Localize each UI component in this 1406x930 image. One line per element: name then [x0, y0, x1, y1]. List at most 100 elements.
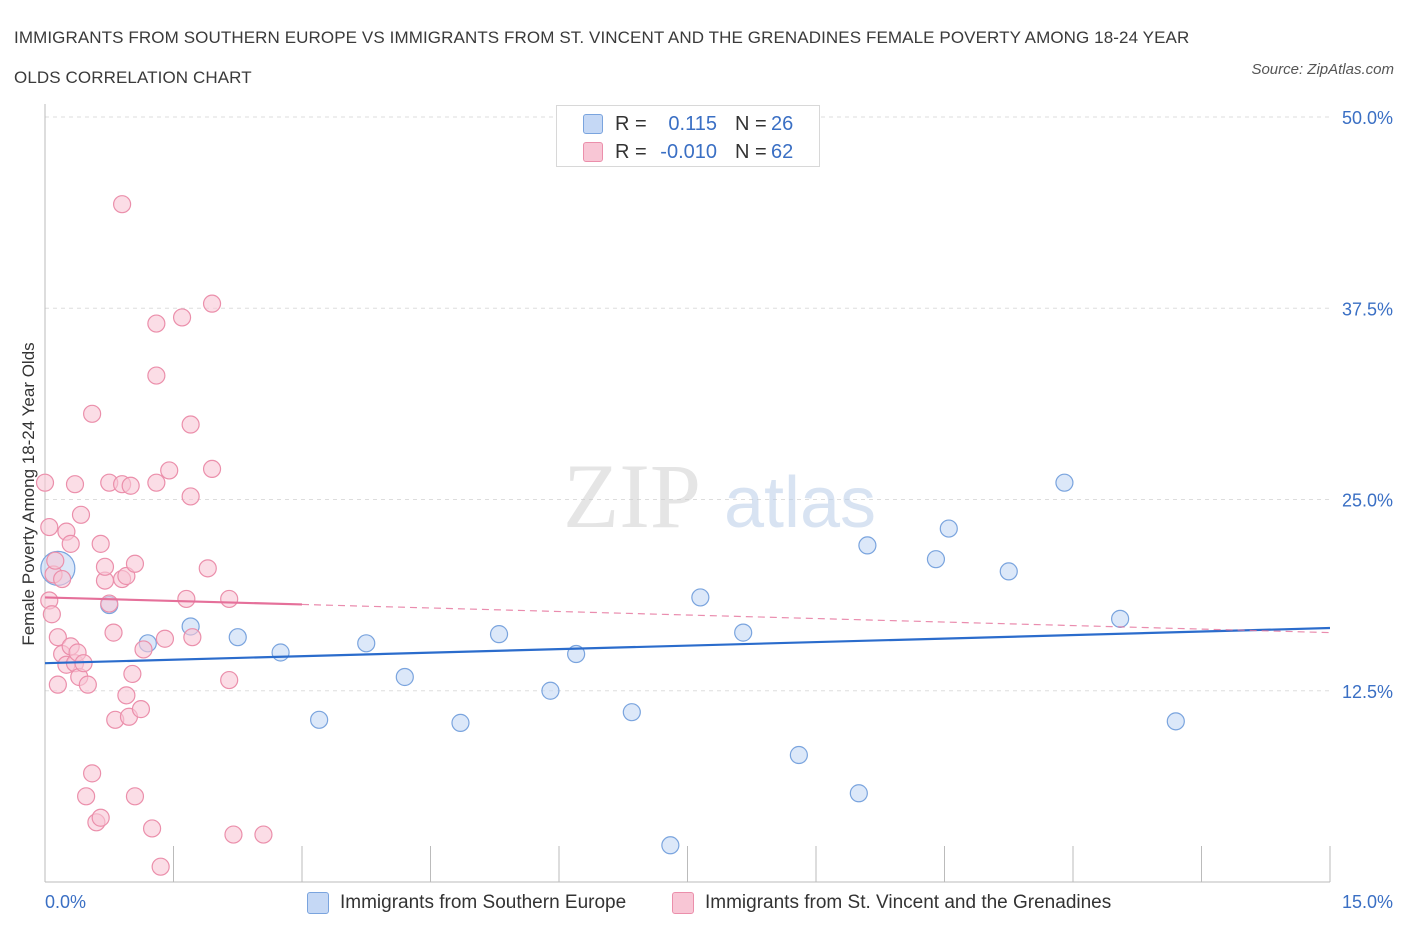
pink-point	[147, 366, 166, 385]
pink-point	[100, 594, 119, 613]
pink-point	[125, 554, 145, 573]
pink-point	[147, 473, 166, 492]
pink-point	[134, 640, 153, 659]
y-axis-title: Female Poverty Among 18-24 Year Olds	[19, 342, 38, 645]
pink-point	[172, 308, 192, 327]
blue-point	[357, 634, 376, 653]
blue-trend-solid	[44, 626, 1331, 665]
blue-point	[661, 836, 680, 855]
n-label: N =	[735, 141, 767, 163]
pink-point	[42, 605, 61, 624]
pink-point	[77, 787, 96, 806]
pink-point	[40, 517, 59, 537]
pink-point	[160, 461, 179, 480]
blue-point	[939, 519, 958, 538]
y-tick-label: 50.0%	[1342, 108, 1393, 128]
legend-label: Immigrants from Southern Europe	[340, 892, 627, 913]
pink-point	[202, 459, 222, 478]
pink-point	[220, 589, 239, 609]
blue-point	[541, 681, 560, 700]
chart-title: IMMIGRANTS FROM SOUTHERN EUROPE VS IMMIG…	[14, 28, 1190, 87]
blue-point	[489, 625, 509, 644]
pink-point	[151, 857, 170, 876]
pink-point	[224, 825, 243, 844]
blue-point	[271, 643, 290, 662]
blue-point	[849, 784, 868, 803]
pink-point	[104, 623, 123, 642]
pink-point	[181, 487, 200, 506]
legend-label: Immigrants from St. Vincent and the Gren…	[705, 892, 1112, 913]
trend-layer	[44, 596, 1331, 665]
blue-swatch-icon	[307, 892, 329, 914]
pink-point	[61, 534, 80, 553]
pink-point	[48, 675, 67, 694]
axis-layer	[44, 104, 1331, 883]
pink-point	[254, 825, 273, 844]
pink-point	[83, 404, 102, 423]
series-legend: Immigrants from Southern Europe Immigran…	[0, 889, 1406, 917]
pink-point	[65, 475, 85, 494]
pink-point	[83, 764, 102, 783]
blue-point	[451, 713, 470, 732]
r-value: -0.010	[660, 141, 717, 163]
pink-point	[121, 476, 140, 495]
blue-point	[622, 703, 641, 722]
pink-point	[35, 473, 55, 492]
blue-point	[789, 745, 808, 765]
blue-point	[1111, 609, 1130, 628]
pink-point	[117, 686, 136, 705]
pink-point	[147, 314, 166, 333]
blue-point	[310, 710, 329, 729]
pink-point	[91, 808, 110, 827]
watermark-atlas: atlas	[724, 463, 876, 543]
blue-point	[734, 623, 753, 642]
n-value: 62	[771, 141, 794, 163]
pink-point	[112, 195, 132, 214]
blue-point	[1055, 473, 1074, 492]
blue-point	[228, 628, 247, 647]
y-tick-label: 12.5%	[1342, 682, 1393, 702]
label-layer: 12.5% 25.0% 37.5% 50.0% 0.0% 15.0% Female Pove…	[19, 108, 1393, 912]
source-label: Source: ZipAtlas.com	[1251, 61, 1394, 78]
y-tick-label: 25.0%	[1342, 491, 1393, 511]
r-value: 0.115	[668, 113, 717, 135]
pink-point	[95, 557, 115, 576]
n-value: 26	[771, 113, 794, 135]
pink-swatch-icon	[583, 142, 603, 162]
blue-point	[858, 536, 877, 555]
pink-point	[177, 589, 196, 609]
pink-point	[71, 505, 91, 524]
pink-trend-dashed	[301, 603, 1331, 634]
pink-point	[48, 628, 67, 647]
blue-point	[926, 550, 946, 569]
grid-layer	[45, 116, 1330, 692]
r-label: R =	[615, 141, 647, 163]
pink-point	[78, 675, 97, 694]
watermark-zip: ZIP	[563, 445, 701, 547]
pink-point	[155, 629, 175, 648]
n-label: N =	[735, 113, 767, 135]
pink-point	[131, 700, 151, 719]
blue-point	[691, 588, 710, 607]
pink-point	[125, 787, 145, 806]
pink-point	[202, 294, 222, 313]
pink-point	[123, 664, 142, 684]
pink-trend-solid	[44, 596, 303, 606]
pink-point	[198, 559, 217, 578]
pink-point	[53, 569, 72, 589]
pink-point	[181, 415, 200, 434]
x-tick-label: 0.0%	[45, 892, 86, 912]
blue-swatch-icon	[583, 114, 603, 134]
watermark-layer: ZIP atlas	[563, 445, 876, 547]
pink-point	[91, 534, 110, 553]
pink-swatch-icon	[672, 892, 694, 914]
y-tick-label: 37.5%	[1342, 299, 1393, 319]
blue-point	[1166, 712, 1185, 731]
pink-point	[142, 819, 162, 838]
pink-point	[220, 670, 239, 690]
r-label: R =	[615, 113, 647, 135]
x-tick-label: 15.0%	[1342, 892, 1393, 912]
blue-point	[395, 667, 414, 687]
pink-point	[183, 628, 202, 647]
